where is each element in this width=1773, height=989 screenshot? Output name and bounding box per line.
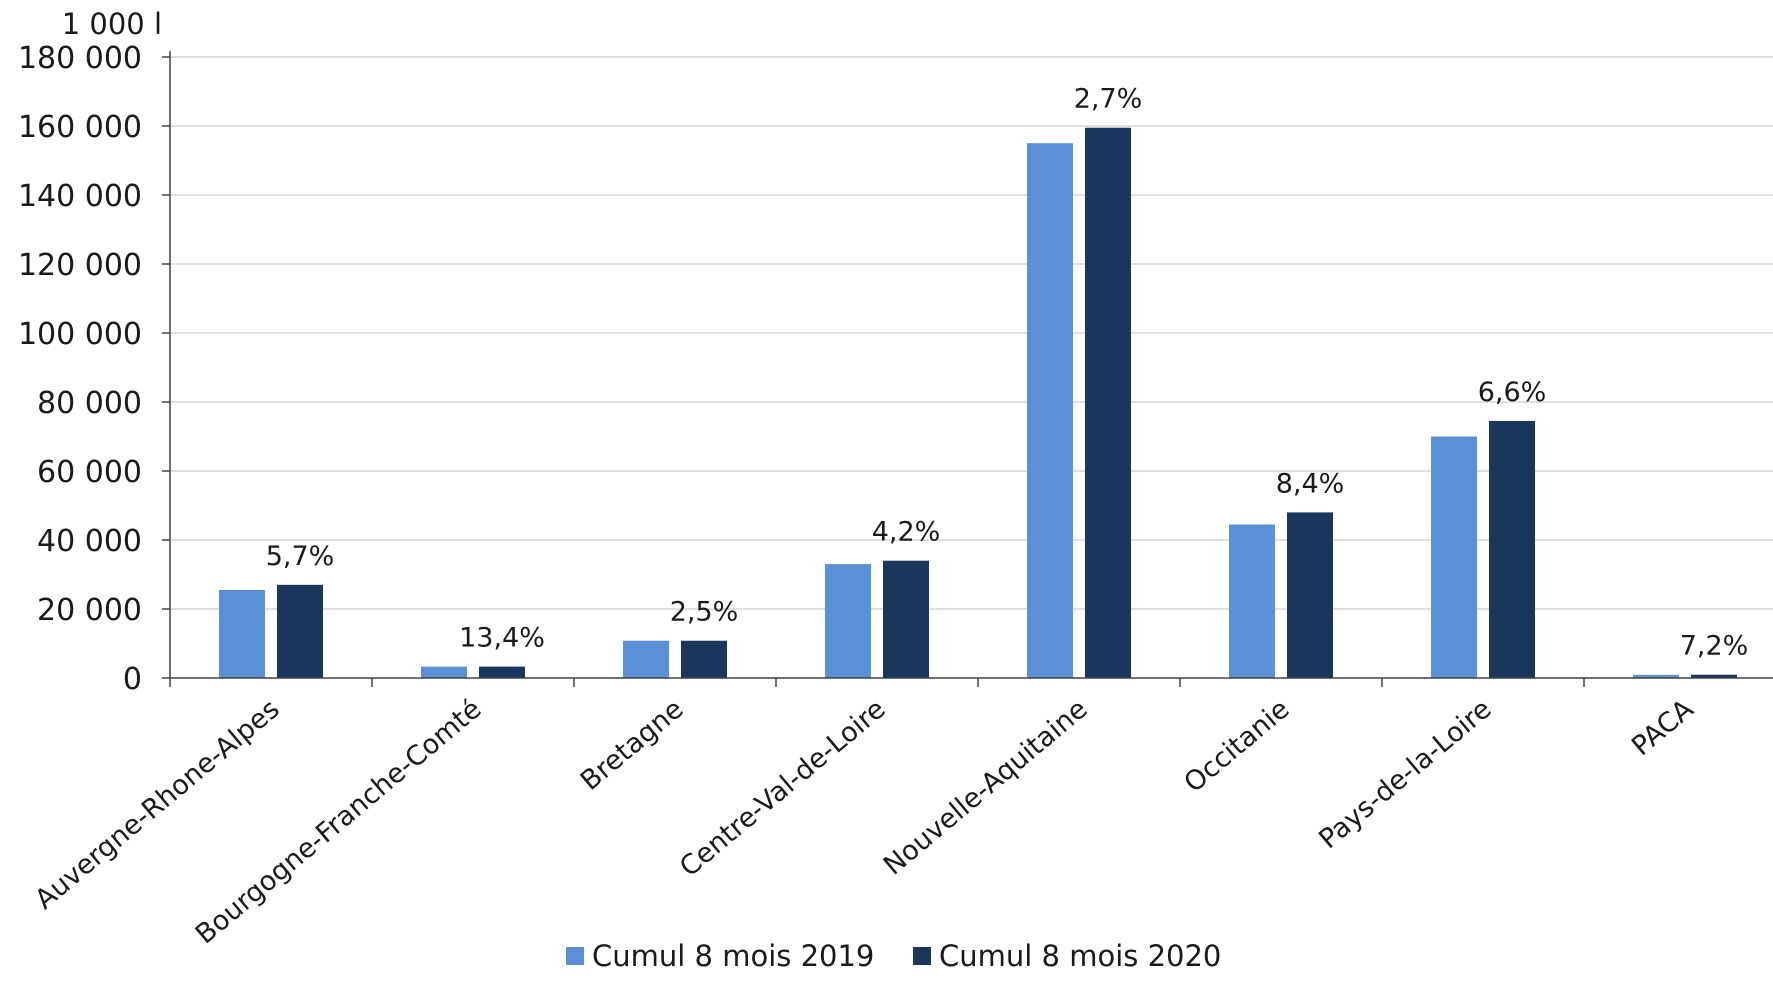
y-tick-label: 0 [123, 662, 142, 697]
category-label: Centre-Val-de-Loire [674, 694, 891, 883]
change-label: 6,6% [1478, 377, 1547, 408]
category-label: Nouvelle-Aquitaine [878, 694, 1093, 882]
y-tick-label: 100 000 [18, 317, 142, 352]
bars [219, 127, 1737, 679]
legend-swatch [913, 947, 931, 965]
y-tick-label: 180 000 [18, 41, 142, 76]
y-tick-label: 80 000 [37, 386, 142, 421]
axes [162, 51, 1773, 687]
bar-2020 [1489, 420, 1535, 678]
change-label: 2,7% [1074, 84, 1143, 115]
change-label: 2,5% [670, 597, 739, 628]
bar-2019 [1229, 524, 1275, 678]
y-tick-label: 40 000 [37, 524, 142, 559]
y-tick-label: 140 000 [18, 179, 142, 214]
bar-2019 [825, 564, 871, 678]
bar-2019 [623, 640, 669, 678]
category-label: Bretagne [575, 694, 690, 797]
bar-2020 [1085, 127, 1131, 679]
legend-swatch [566, 947, 584, 965]
bar-2020 [883, 560, 929, 678]
y-tick-label: 160 000 [18, 110, 142, 145]
bar-2019 [1431, 436, 1477, 678]
y-tick-label: 120 000 [18, 248, 142, 283]
category-label: Pays-de-la-Loire [1313, 694, 1497, 856]
bar-2020 [1691, 674, 1737, 678]
legend-label: Cumul 8 mois 2020 [939, 939, 1221, 973]
category-label: Occitanie [1178, 694, 1295, 799]
legend: Cumul 8 mois 2019 Cumul 8 mois 2020 [566, 939, 1221, 973]
change-label: 8,4% [1276, 468, 1345, 499]
bar-2020 [681, 640, 727, 678]
gridlines [170, 56, 1773, 610]
bar-2019 [1633, 674, 1679, 678]
y-tick-label: 20 000 [37, 593, 142, 628]
change-label: 5,7% [266, 541, 335, 572]
change-label: 13,4% [459, 623, 545, 654]
bar-2019 [421, 666, 467, 678]
y-tick-label: 60 000 [37, 455, 142, 490]
legend-label: Cumul 8 mois 2019 [592, 939, 874, 973]
y-axis-unit-label: 1 000 l [62, 7, 162, 41]
bar-2019 [219, 590, 265, 678]
bar-2020 [277, 584, 323, 678]
change-label: 4,2% [872, 517, 941, 548]
bar-2020 [1287, 512, 1333, 678]
labels: 0 20 000 40 000 60 000 80 000 100 000 120 000 1… [18, 7, 1748, 950]
bar-2019 [1027, 143, 1073, 678]
bar-2020 [479, 666, 525, 678]
change-label: 7,2% [1680, 631, 1749, 662]
category-label: PACA [1626, 693, 1700, 762]
